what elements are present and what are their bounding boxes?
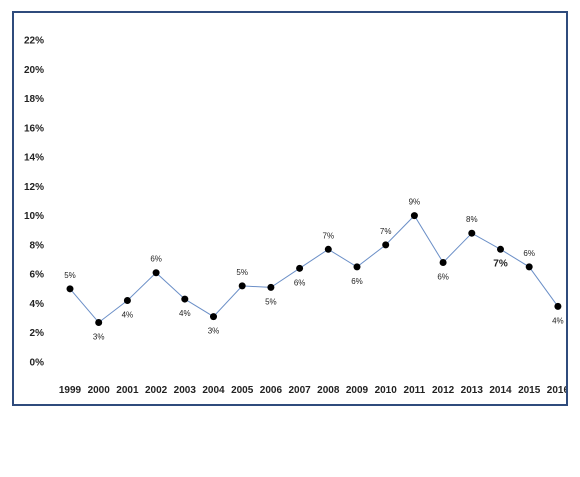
y-tick-label: 4%	[30, 299, 45, 310]
data-point	[181, 295, 189, 303]
data-label: 3%	[208, 327, 220, 336]
data-point	[210, 313, 217, 321]
data-point	[296, 264, 304, 272]
line-chart: 0% 2% 4% 6% 8% 10% 12% 14% 16% 18% 20% 22% 1999 2000…	[24, 36, 566, 397]
data-point	[497, 245, 504, 253]
data-point	[238, 282, 246, 290]
data-point	[468, 229, 476, 237]
data-label: 5%	[265, 297, 277, 306]
x-tick-label: 2003	[174, 385, 197, 396]
data-label: 7%	[380, 227, 392, 236]
y-tick-label: 10%	[24, 211, 44, 222]
data-label: 4%	[179, 309, 191, 318]
x-tick-label: 2008	[317, 385, 340, 396]
chart-frame: 0% 2% 4% 6% 8% 10% 12% 14% 16% 18% 20% 22% 1999 2000…	[12, 11, 568, 406]
data-label: 6%	[523, 249, 535, 258]
x-tick-label: 2006	[260, 385, 283, 396]
data-point	[66, 285, 74, 293]
data-label: 6%	[351, 277, 363, 286]
x-tick-label: 2010	[375, 385, 398, 396]
data-label: 3%	[93, 332, 105, 341]
x-tick-label: 2015	[518, 385, 541, 396]
x-tick-label: 2007	[288, 385, 311, 396]
x-tick-label: 1999	[59, 385, 82, 396]
data-label: 9%	[409, 198, 421, 207]
x-tick-label: 2004	[202, 385, 225, 396]
x-tick-label: 2013	[461, 385, 484, 396]
y-tick-label: 6%	[30, 270, 45, 281]
x-tick-label: 2000	[88, 385, 111, 396]
y-tick-label: 14%	[24, 153, 44, 164]
series-line	[69, 214, 559, 324]
series-markers	[66, 212, 562, 326]
y-tick-label: 22%	[24, 36, 44, 47]
data-label: 6%	[437, 272, 449, 281]
data-point	[324, 245, 332, 253]
data-label: 7%	[323, 231, 335, 240]
y-tick-label: 12%	[24, 182, 44, 193]
data-point	[353, 263, 361, 271]
y-tick-label: 20%	[24, 65, 44, 76]
y-tick-label: 0%	[30, 358, 45, 369]
data-label: 8%	[466, 215, 478, 224]
x-tick-label: 2012	[432, 385, 455, 396]
data-point	[410, 212, 418, 220]
data-point	[439, 258, 447, 266]
x-tick-label: 2001	[116, 385, 139, 396]
data-label: 6%	[150, 255, 162, 264]
y-axis-ticks: 0% 2% 4% 6% 8% 10% 12% 14% 16% 18% 20% 22%	[24, 36, 44, 369]
y-tick-label: 8%	[30, 240, 45, 251]
data-point	[382, 241, 390, 249]
data-point	[123, 297, 131, 305]
data-label: 4%	[552, 316, 564, 325]
x-tick-label: 2016	[547, 385, 566, 396]
data-labels: 5% 3% 4% 6% 4% 3% 5% 5% 6% 7% 6% 7% 9% 6% 8% 7% 6% 4%	[64, 198, 563, 342]
x-tick-label: 2014	[489, 385, 512, 396]
y-tick-label: 16%	[24, 123, 44, 134]
data-point	[152, 269, 160, 277]
data-point	[95, 318, 103, 326]
data-label: 7%	[493, 258, 508, 269]
x-tick-label: 2009	[346, 385, 369, 396]
data-label: 5%	[236, 268, 248, 277]
x-tick-label: 2005	[231, 385, 254, 396]
data-label: 6%	[294, 278, 306, 287]
data-label: 5%	[64, 271, 76, 280]
data-label: 4%	[122, 311, 134, 320]
x-tick-label: 2011	[404, 385, 426, 396]
y-tick-label: 2%	[30, 328, 45, 339]
data-point	[267, 283, 275, 291]
x-axis-ticks: 1999 2000 2001 2002 2003 2004 2005 2006 2007 2008…	[59, 385, 566, 396]
y-tick-label: 18%	[24, 94, 44, 105]
data-point	[554, 302, 562, 310]
data-point	[525, 263, 533, 271]
x-tick-label: 2002	[145, 385, 168, 396]
